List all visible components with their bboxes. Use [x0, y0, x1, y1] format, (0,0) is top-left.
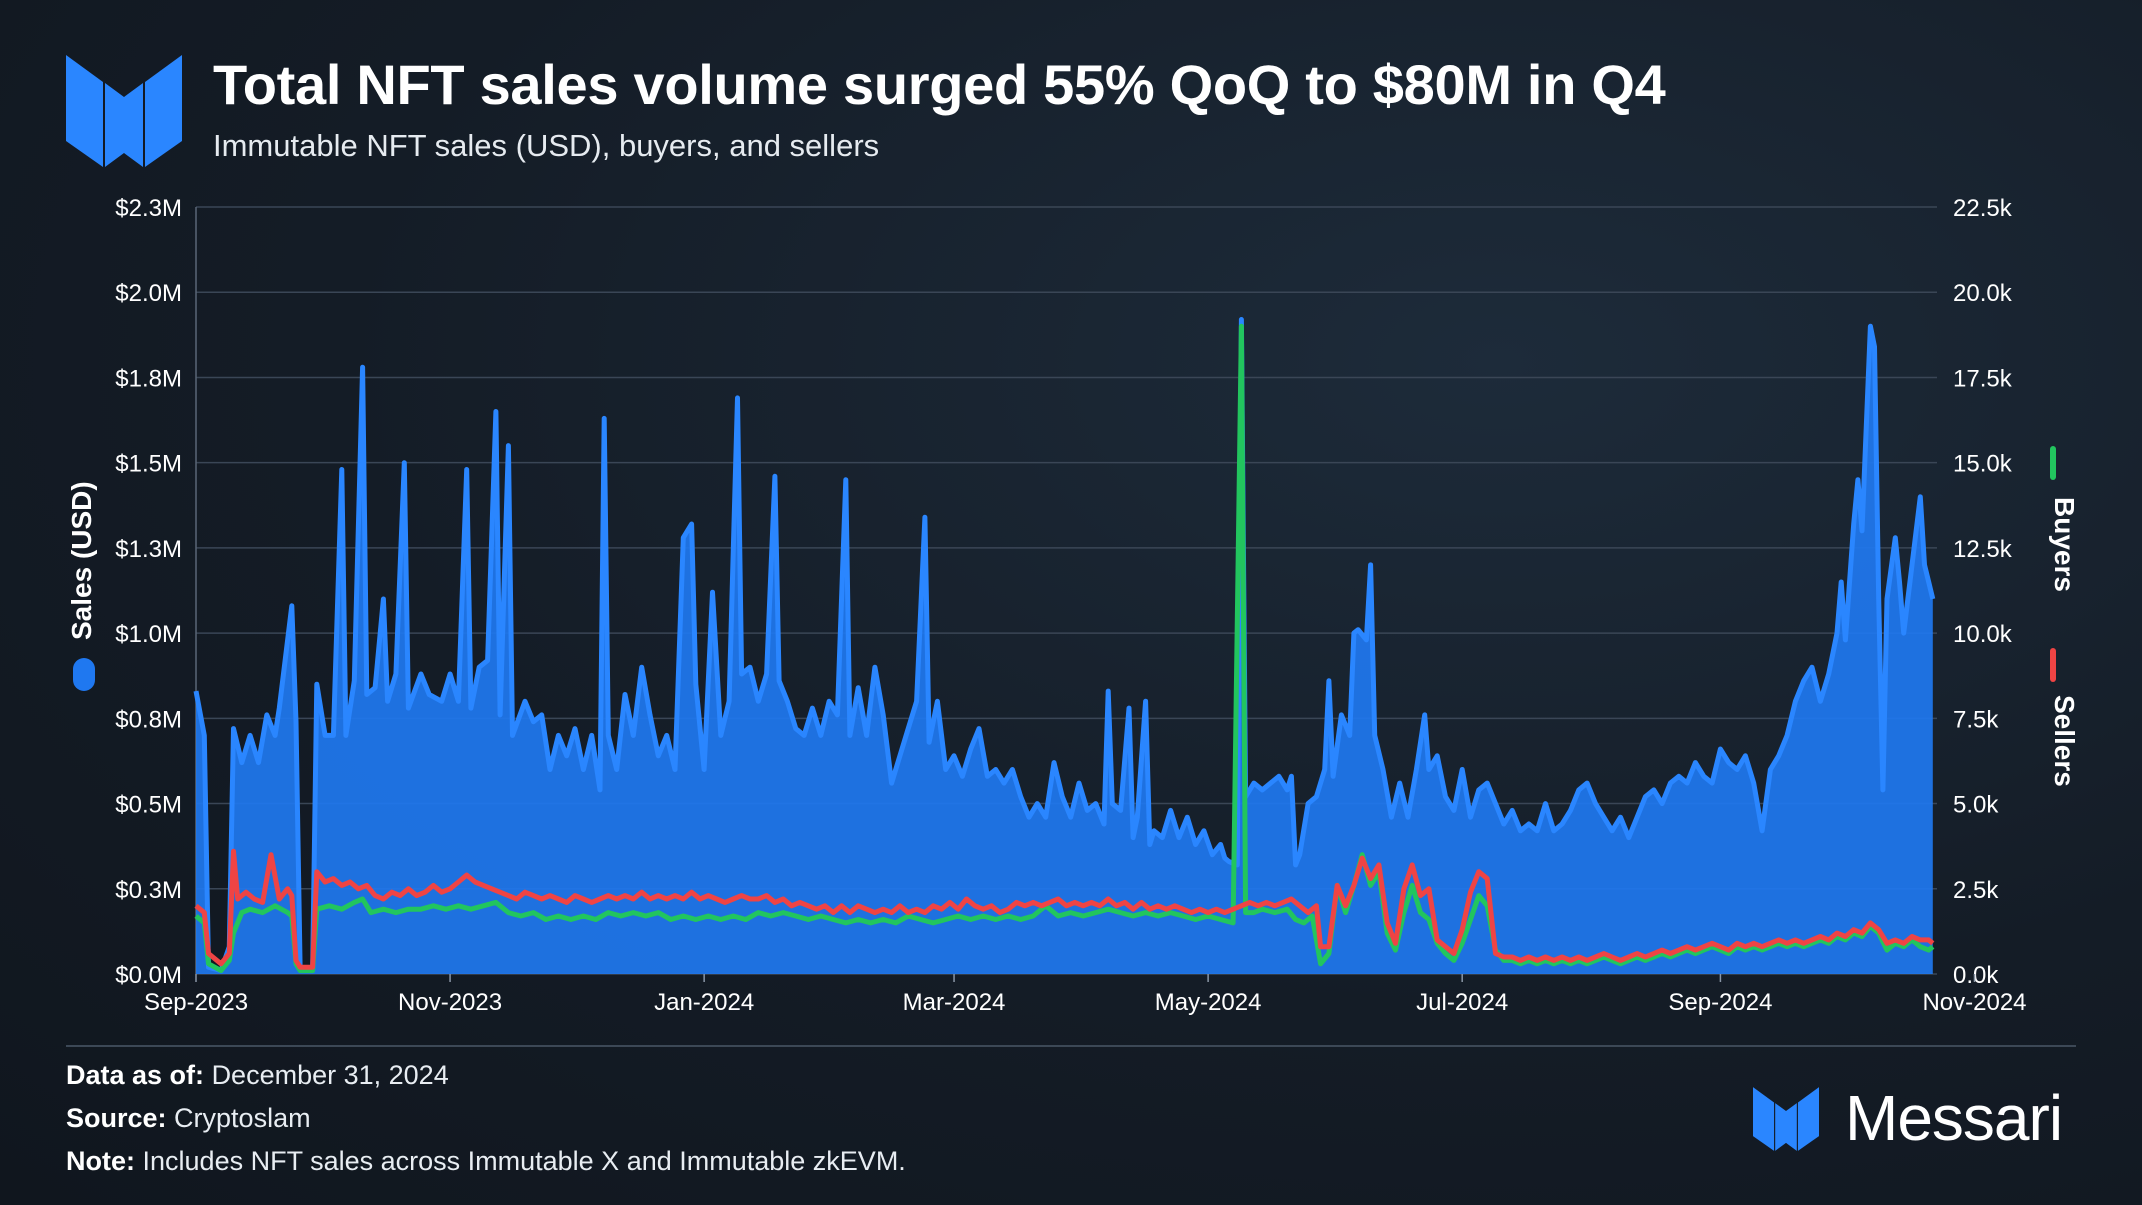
source-label: Source:	[66, 1103, 167, 1133]
y-right-tick-label: 17.5k	[1953, 365, 2013, 392]
y-left-tick-label: $1.5M	[115, 451, 182, 478]
brand-logo: Messari	[1753, 1082, 2083, 1155]
footer-divider	[66, 1045, 2076, 1047]
legend-sellers-swatch	[2050, 648, 2056, 682]
y-right-tick-label: 15.0k	[1953, 451, 2013, 478]
note-label: Note:	[66, 1146, 135, 1176]
y-left-tick-label: $0.8M	[115, 706, 182, 733]
data-as-of-value: December 31, 2024	[211, 1060, 449, 1090]
y-left-tick-label: $2.3M	[115, 195, 182, 222]
y-left-tick-label: $2.0M	[115, 280, 182, 307]
y-left-tick-label: $1.3M	[115, 536, 182, 563]
y-left-tick-label: $0.5M	[115, 792, 182, 819]
y-right-tick-label: 22.5k	[1953, 195, 2013, 222]
legend-buyers-swatch	[2050, 446, 2056, 480]
y-left-tick-label: $1.8M	[115, 365, 182, 392]
x-tick-label: Mar-2024	[903, 989, 1006, 1016]
x-tick-label: Nov-2023	[398, 989, 502, 1016]
y-left-tick-label: $0.0M	[115, 962, 182, 989]
note-value: Includes NFT sales across Immutable X an…	[142, 1146, 906, 1176]
y-right-tick-label: 12.5k	[1953, 536, 2013, 563]
y-right-tick-label: 0.0k	[1953, 962, 1999, 989]
messari-logo-icon	[66, 55, 182, 167]
y-right-tick-label: 20.0k	[1953, 280, 2013, 307]
source-value: Cryptoslam	[174, 1103, 311, 1133]
legend-buyers-label: Buyers	[2049, 497, 2080, 592]
buyers-line	[194, 323, 1935, 974]
x-tick-label: Jan-2024	[654, 989, 754, 1016]
y-right-tick-label: 2.5k	[1953, 877, 1999, 904]
footer-source: Source: Cryptoslam	[66, 1103, 311, 1134]
y-left-tick-label: $1.0M	[115, 621, 182, 648]
x-tick-label: Sep-2024	[1668, 989, 1772, 1016]
brand-name: Messari	[1845, 1082, 2063, 1154]
chart-title: Total NFT sales volume surged 55% QoQ to…	[213, 53, 1666, 116]
y-axis-left-title: Sales (USD)	[66, 481, 97, 640]
sales-area	[196, 319, 1933, 974]
legend-sellers-label: Sellers	[2049, 695, 2080, 787]
x-tick-label: Jul-2024	[1416, 989, 1508, 1016]
footer-note: Note: Includes NFT sales across Immutabl…	[66, 1146, 906, 1177]
footer-data-as-of: Data as of: December 31, 2024	[66, 1060, 449, 1091]
chart-subtitle: Immutable NFT sales (USD), buyers, and s…	[213, 128, 880, 163]
y-left-tick-label: $0.3M	[115, 877, 182, 904]
y-right-tick-label: 5.0k	[1953, 792, 1999, 819]
x-tick-label: Nov-2024	[1922, 989, 2026, 1016]
messari-m-icon	[1753, 1087, 1819, 1151]
x-tick-label: May-2024	[1155, 989, 1262, 1016]
y-right-tick-label: 10.0k	[1953, 621, 2013, 648]
sales-line	[193, 317, 1936, 974]
sellers-line	[194, 848, 1935, 970]
data-as-of-label: Data as of:	[66, 1060, 205, 1090]
x-tick-label: Sep-2023	[144, 989, 248, 1016]
legend-sales-swatch	[73, 658, 95, 691]
y-right-tick-label: 7.5k	[1953, 706, 1999, 733]
